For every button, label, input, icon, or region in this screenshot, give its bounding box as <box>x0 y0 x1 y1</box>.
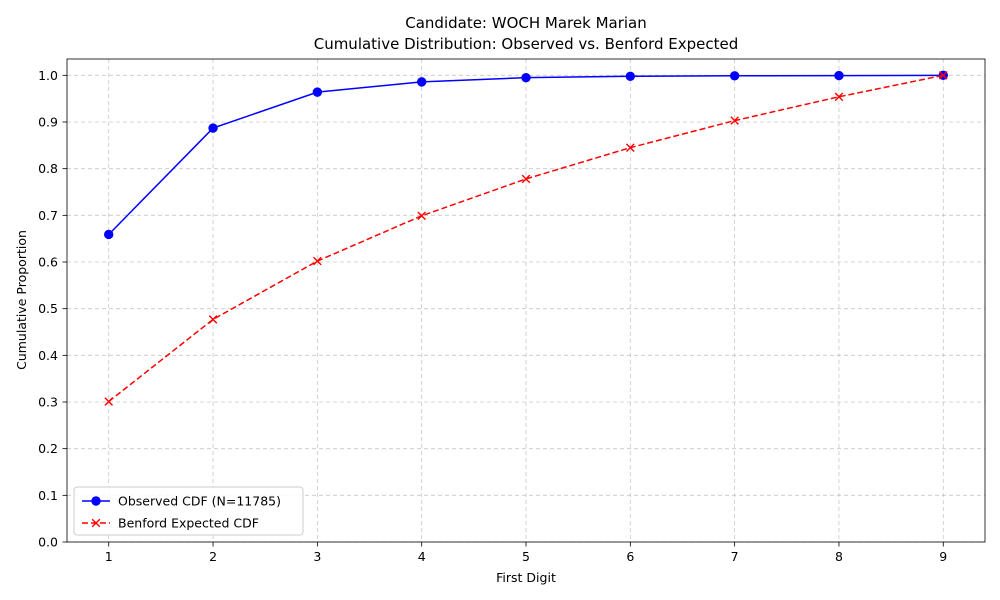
legend-label: Benford Expected CDF <box>118 516 259 531</box>
axes-layer: 1 2 3 4 5 6 7 8 9 0.0 0.1 0.2 0.3 0.4 0.5 0.6 0.7 0.8 0.9 1… <box>38 58 986 564</box>
legend-item: Observed CDF (N=11785) <box>82 494 281 509</box>
data-point-x <box>313 256 322 266</box>
data-point-x <box>417 211 426 221</box>
series-1 <box>104 71 948 406</box>
x-tick-label: 2 <box>209 549 217 564</box>
legend-label: Observed CDF (N=11785) <box>118 494 281 509</box>
series-line <box>108 74 944 403</box>
data-point-circle <box>625 71 636 81</box>
y-tick-label: 0.5 <box>38 301 58 316</box>
x-tick-label: 5 <box>522 549 530 564</box>
data-point-circle <box>834 70 844 81</box>
y-axis-label: Cumulative Proportion <box>14 230 29 370</box>
data-point-circle <box>312 87 323 97</box>
data-point-x <box>834 92 844 102</box>
data-point-circle <box>104 229 114 240</box>
y-tick-label: 0.8 <box>38 161 58 176</box>
grid-layer <box>67 59 985 543</box>
y-tick-label: 0.3 <box>38 395 58 410</box>
x-tick-label: 3 <box>313 549 321 564</box>
legend-marker-circle <box>91 496 101 506</box>
data-point-x <box>626 143 635 152</box>
y-tick-label: 0.2 <box>38 441 58 456</box>
legend: Observed CDF (N=11785) Benford Expected C… <box>73 486 304 536</box>
x-tick-label: 1 <box>105 549 113 564</box>
data-point-x <box>521 174 531 184</box>
data-point-circle <box>208 123 218 133</box>
x-tick-label: 4 <box>418 549 426 564</box>
y-tick-label: 1.0 <box>38 68 58 83</box>
x-tick-label: 8 <box>835 549 843 564</box>
data-point-x <box>104 397 114 406</box>
series-layer <box>104 70 948 406</box>
legend-marker-x <box>91 518 101 528</box>
data-point-circle <box>416 77 427 87</box>
y-tick-label: 0.0 <box>38 535 58 550</box>
x-tick-label: 9 <box>939 549 947 564</box>
x-tick-label: 7 <box>731 549 739 564</box>
legend-item: Benford Expected CDF <box>82 516 259 531</box>
data-point-x <box>938 71 948 80</box>
chart-title: Candidate: WOCH Marek Marian <box>405 14 647 32</box>
legend-box <box>73 486 304 536</box>
y-tick-label: 0.7 <box>38 208 58 223</box>
x-axis-label: First Digit <box>496 570 556 585</box>
y-tick-label: 0.6 <box>38 255 58 270</box>
plot-frame <box>66 58 986 543</box>
data-point-x <box>730 116 739 125</box>
data-point-circle <box>729 71 740 81</box>
y-tick-label: 0.4 <box>38 348 58 363</box>
chart-subtitle: Cumulative Distribution: Observed vs. Be… <box>314 35 739 53</box>
series-line <box>108 74 944 235</box>
y-tick-label: 0.9 <box>38 115 58 130</box>
x-tick-label: 6 <box>626 549 634 564</box>
data-point-circle <box>521 72 531 83</box>
y-tick-label: 0.1 <box>38 488 58 503</box>
data-point-x <box>208 315 218 324</box>
